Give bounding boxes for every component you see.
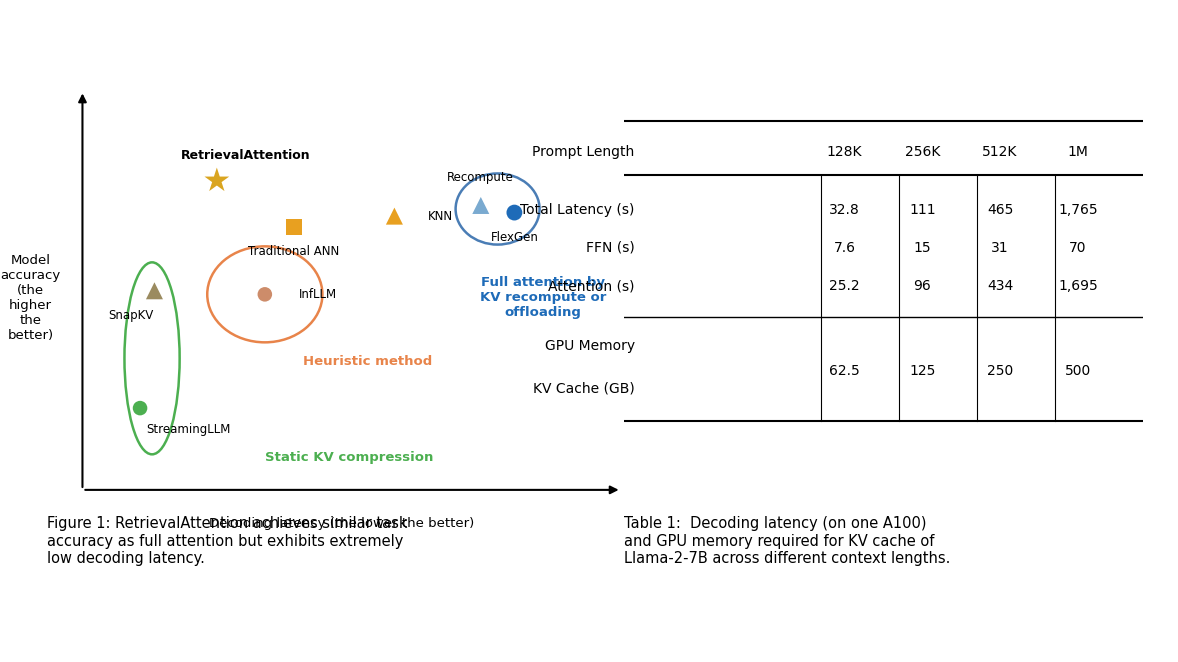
Text: Table 1:  Decoding latency (on one A100)
and GPU memory required for KV cache of: Table 1: Decoding latency (on one A100) … xyxy=(624,516,951,566)
Text: 15: 15 xyxy=(914,241,931,255)
Text: InfLLM: InfLLM xyxy=(298,288,337,301)
Text: Decoding latency (the lower the better): Decoding latency (the lower the better) xyxy=(209,517,475,530)
Text: GPU Memory: GPU Memory xyxy=(544,339,635,353)
Text: RetrievalAttention: RetrievalAttention xyxy=(180,149,311,162)
Point xyxy=(207,175,226,186)
Point xyxy=(471,200,490,211)
Text: Figure 1: RetrievalAttention achieves similar task
accuracy as full attention bu: Figure 1: RetrievalAttention achieves si… xyxy=(47,516,408,566)
Text: 70: 70 xyxy=(1070,241,1086,255)
Point xyxy=(256,289,274,300)
Text: 1,765: 1,765 xyxy=(1058,203,1098,216)
Text: 1,695: 1,695 xyxy=(1058,279,1098,293)
Point xyxy=(131,402,150,413)
Text: Recompute: Recompute xyxy=(448,171,515,183)
Text: 256K: 256K xyxy=(905,145,940,159)
Text: 434: 434 xyxy=(987,279,1013,293)
Text: 31: 31 xyxy=(992,241,1008,255)
Text: 96: 96 xyxy=(913,279,932,293)
Text: FFN (s): FFN (s) xyxy=(585,241,635,255)
Text: Model
accuracy
(the
higher
the
better): Model accuracy (the higher the better) xyxy=(0,254,61,342)
Text: 111: 111 xyxy=(909,203,935,216)
Text: 125: 125 xyxy=(909,364,935,378)
Text: 465: 465 xyxy=(987,203,1013,216)
Text: 62.5: 62.5 xyxy=(829,364,860,378)
Text: Total Latency (s): Total Latency (s) xyxy=(521,203,635,216)
Text: 32.8: 32.8 xyxy=(829,203,860,216)
Text: 128K: 128K xyxy=(827,145,862,159)
Point xyxy=(505,207,524,218)
Text: Prompt Length: Prompt Length xyxy=(532,145,635,159)
Text: KV Cache (GB): KV Cache (GB) xyxy=(532,381,635,395)
Text: SnapKV: SnapKV xyxy=(108,309,153,322)
Text: 7.6: 7.6 xyxy=(834,241,855,255)
Text: StreamingLLM: StreamingLLM xyxy=(146,423,230,436)
Text: Attention (s): Attention (s) xyxy=(548,279,635,293)
Point xyxy=(284,222,303,232)
Text: Traditional ANN: Traditional ANN xyxy=(249,245,339,258)
Text: 250: 250 xyxy=(987,364,1013,378)
Text: Full attention by
KV recompute or
offloading: Full attention by KV recompute or offloa… xyxy=(479,277,607,319)
Text: Static KV compression: Static KV compression xyxy=(265,451,434,464)
Text: FlexGen: FlexGen xyxy=(490,231,538,244)
Text: 25.2: 25.2 xyxy=(829,279,860,293)
Text: KNN: KNN xyxy=(428,210,454,222)
Text: 512K: 512K xyxy=(982,145,1018,159)
Point xyxy=(145,285,164,296)
Text: Heuristic method: Heuristic method xyxy=(303,355,432,368)
Text: 500: 500 xyxy=(1065,364,1091,378)
Point xyxy=(385,211,404,221)
Text: 1M: 1M xyxy=(1067,145,1088,159)
